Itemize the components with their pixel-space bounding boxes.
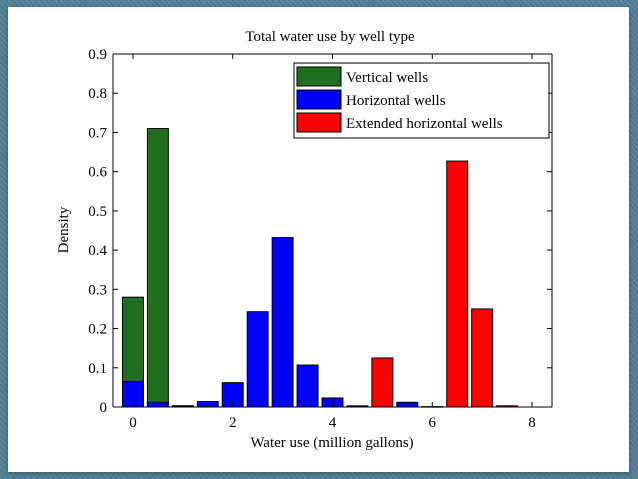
x-axis-label: Water use (million gallons) bbox=[250, 435, 413, 451]
bar-horizontal-wells-3 bbox=[196, 401, 219, 408]
bar-horizontal-wells-7 bbox=[296, 364, 319, 408]
bar-extended-horizontal-wells-0 bbox=[371, 357, 394, 408]
y-tick-label: 0.1 bbox=[88, 361, 107, 377]
y-tick-label: 0.7 bbox=[88, 125, 107, 141]
bar-horizontal-wells-6 bbox=[271, 237, 294, 408]
y-tick-label: 0.8 bbox=[88, 86, 107, 102]
legend: Vertical wells Horizontal wells Extended h… bbox=[293, 62, 550, 139]
chart-title: Total water use by well type bbox=[245, 29, 415, 45]
y-axis-label: Density bbox=[56, 206, 72, 253]
x-tick-label: 4 bbox=[329, 415, 337, 431]
y-tick-label: 0 bbox=[100, 400, 108, 416]
y-tick-label: 0.9 bbox=[88, 47, 107, 63]
bar-horizontal-wells-5 bbox=[246, 311, 269, 408]
bar-horizontal-wells-10 bbox=[396, 401, 419, 408]
bar-extended-horizontal-wells-1 bbox=[446, 160, 469, 408]
x-tick-label: 6 bbox=[429, 415, 437, 431]
axes: 0 0.1 0.2 0.3 0.4 0.5 0.6 0.7 0.8 0.9 0 2 4 6 8 bbox=[88, 47, 553, 431]
y-tick-label: 0.5 bbox=[88, 204, 107, 220]
y-tick-label: 0.3 bbox=[88, 282, 107, 298]
x-tick-label: 0 bbox=[129, 415, 137, 431]
legend-label: Extended horizontal wells bbox=[346, 116, 503, 132]
chart: Total water use by well type 00.10.20.30… bbox=[56, 29, 553, 451]
x-tick-label: 2 bbox=[229, 415, 237, 431]
legend-swatch bbox=[296, 112, 342, 133]
legend-swatch bbox=[296, 89, 342, 110]
bar-horizontal-wells-1 bbox=[146, 401, 169, 408]
legend-label: Vertical wells bbox=[346, 70, 428, 86]
slide: Total water use by well type 0 0.1 0.2 0.3 0… bbox=[8, 7, 629, 472]
bars bbox=[121, 128, 519, 408]
legend-swatch bbox=[296, 66, 342, 87]
y-tick-label: 0.6 bbox=[88, 165, 107, 181]
legend-label: Horizontal wells bbox=[346, 93, 446, 109]
bar-extended-horizontal-wells-2 bbox=[471, 308, 494, 408]
bar-vertical-wells-1 bbox=[146, 128, 169, 408]
x-tick-label: 8 bbox=[528, 415, 536, 431]
y-tick-label: 0.2 bbox=[88, 322, 107, 338]
y-tick-label: 0.4 bbox=[88, 243, 107, 259]
